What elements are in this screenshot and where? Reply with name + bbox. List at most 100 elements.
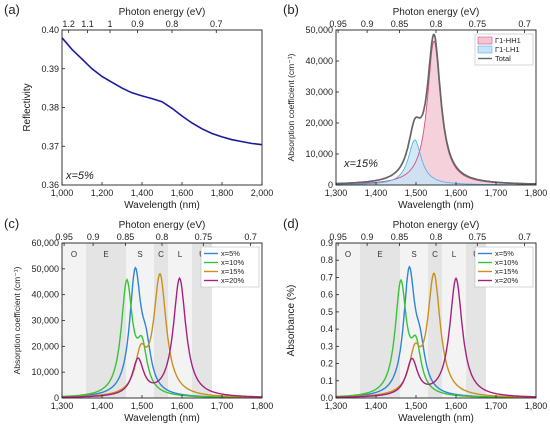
top-axis-title: Photon energy (eV)	[119, 7, 206, 18]
series-line-total	[336, 33, 536, 185]
y-tick-label: 40,000	[31, 290, 59, 300]
legend-swatch	[477, 45, 493, 54]
y-tick-label: 60,000	[31, 238, 59, 248]
y-tick-label: 0.37	[41, 141, 59, 151]
y-tick-label: 0.38	[41, 103, 59, 113]
x-tick-label: 1,300	[325, 401, 348, 411]
plot-area	[336, 265, 536, 398]
legend: x=5%x=10%x=15%x=20%	[200, 246, 260, 288]
top-tick-label: 0.8	[430, 19, 443, 29]
top-tick-label: 0.95	[55, 232, 73, 242]
band-label: C	[432, 250, 438, 259]
series-line	[62, 37, 262, 146]
annotation: x=15%	[343, 158, 378, 170]
x-tick-label: 1,700	[211, 401, 234, 411]
y-tick-label: 0.8	[320, 255, 333, 265]
x-tick-label: 1,800	[251, 401, 274, 411]
x-tick-label: 1,000	[51, 188, 74, 198]
top-tick-label: 0.75	[469, 19, 487, 29]
top-tick-label: 0.95	[329, 19, 347, 29]
x-tick-label: 1,300	[51, 401, 74, 411]
top-tick-label: 0.7	[518, 19, 531, 29]
band-label: S	[137, 250, 142, 259]
annotation: x=5%	[65, 170, 94, 182]
x-tick-label: 1,500	[405, 401, 428, 411]
top-axis-title: Photon energy (eV)	[119, 220, 206, 231]
legend-label: x=15%	[495, 267, 518, 276]
x-tick-label: 1,300	[325, 188, 348, 198]
x-tick-label: 1,600	[171, 188, 194, 198]
y-tick-label: 20,000	[31, 341, 59, 351]
legend-label: x=10%	[495, 258, 518, 267]
legend-label: x=5%	[221, 249, 240, 258]
x-tick-label: 1,600	[171, 401, 194, 411]
legend-label: x=10%	[221, 258, 244, 267]
top-tick-label: 1	[107, 19, 112, 29]
y-tick-label: 40,000	[305, 56, 333, 66]
band-label: O	[71, 250, 77, 259]
band-E	[360, 243, 400, 398]
y-tick-label: 0.1	[320, 376, 333, 386]
top-tick-label: 0.8	[430, 232, 443, 242]
panel-label: (c)	[4, 216, 19, 231]
x-tick-label: 1,400	[91, 401, 114, 411]
plot-frame	[61, 29, 263, 186]
top-axis-title: Photon energy (eV)	[393, 7, 480, 18]
y-tick-label: 50,000	[305, 25, 333, 35]
x-axis-title: Wavelength (nm)	[398, 413, 474, 424]
x-tick-label: 2,000	[251, 188, 274, 198]
panel-label: (b)	[283, 2, 299, 17]
y-tick-label: 0	[328, 180, 333, 190]
top-tick-label: 0.7	[244, 232, 257, 242]
x-axis-title: Wavelength (nm)	[124, 200, 200, 211]
legend-label: Γ1-HH1	[495, 36, 521, 45]
y-tick-label: 0.0	[320, 393, 333, 403]
legend-label: x=20%	[495, 276, 518, 285]
panel-a: (a) 1,000 1,200 1,400 1,600 1,800 2,000 0.36 0.3…	[4, 2, 273, 211]
top-tick-label: 1.1	[81, 19, 94, 29]
y-tick-label: 0.3	[320, 341, 333, 351]
series-line-4	[336, 276, 536, 398]
band-O	[336, 243, 360, 398]
y-tick-label: 0.9	[320, 238, 333, 248]
y-tick-label: 0.2	[320, 359, 333, 369]
legend: x=5%x=10%x=15%x=20%	[474, 246, 534, 288]
x-tick-label: 1,400	[365, 401, 388, 411]
y-tick-label: 0.40	[41, 25, 59, 35]
panel-b: (b) 1,300 1,400 1,500 1,600 1,700 1,800 0 10,000…	[283, 2, 547, 211]
top-tick-label: 0.8	[156, 232, 169, 242]
top-tick-label: 1.2	[62, 19, 75, 29]
band-label: C	[158, 250, 164, 259]
band-label: L	[452, 250, 457, 259]
x-tick-label: 1,800	[211, 188, 234, 198]
band-L	[168, 243, 192, 398]
x-tick-label: 1,800	[525, 188, 548, 198]
y-tick-label: 0.7	[320, 272, 333, 282]
band-label: O	[345, 250, 351, 259]
plot-area	[62, 37, 262, 146]
top-tick-label: 0.95	[329, 232, 347, 242]
y-tick-label: 0.5	[320, 307, 333, 317]
series-line-4	[62, 276, 262, 398]
panel-c: (c)OESCLU1,3001,4001,5001,6001,7001,8000…	[4, 216, 273, 424]
y-tick-label: 10,000	[31, 367, 59, 377]
x-tick-label: 1,500	[131, 401, 154, 411]
top-tick-label: 0.7	[518, 232, 531, 242]
legend-swatch	[477, 36, 493, 45]
legend-label: x=5%	[495, 249, 514, 258]
band-label: L	[178, 250, 183, 259]
x-axis-title: Wavelength (nm)	[398, 200, 474, 211]
panel-label: (a)	[4, 2, 20, 17]
series-area-hh1	[336, 41, 536, 185]
x-tick-label: 1,600	[445, 188, 468, 198]
y-tick-label: 30,000	[305, 87, 333, 97]
y-tick-label: 20,000	[305, 118, 333, 128]
band-L	[442, 243, 466, 398]
y-tick-label: 0.36	[41, 180, 59, 190]
x-tick-label: 1,400	[365, 188, 388, 198]
band-E	[86, 243, 126, 398]
top-tick-label: 0.85	[391, 232, 409, 242]
y-axis-title: Absorption coefficient (cm⁻¹)	[12, 266, 22, 374]
top-tick-label: 0.8	[166, 19, 179, 29]
